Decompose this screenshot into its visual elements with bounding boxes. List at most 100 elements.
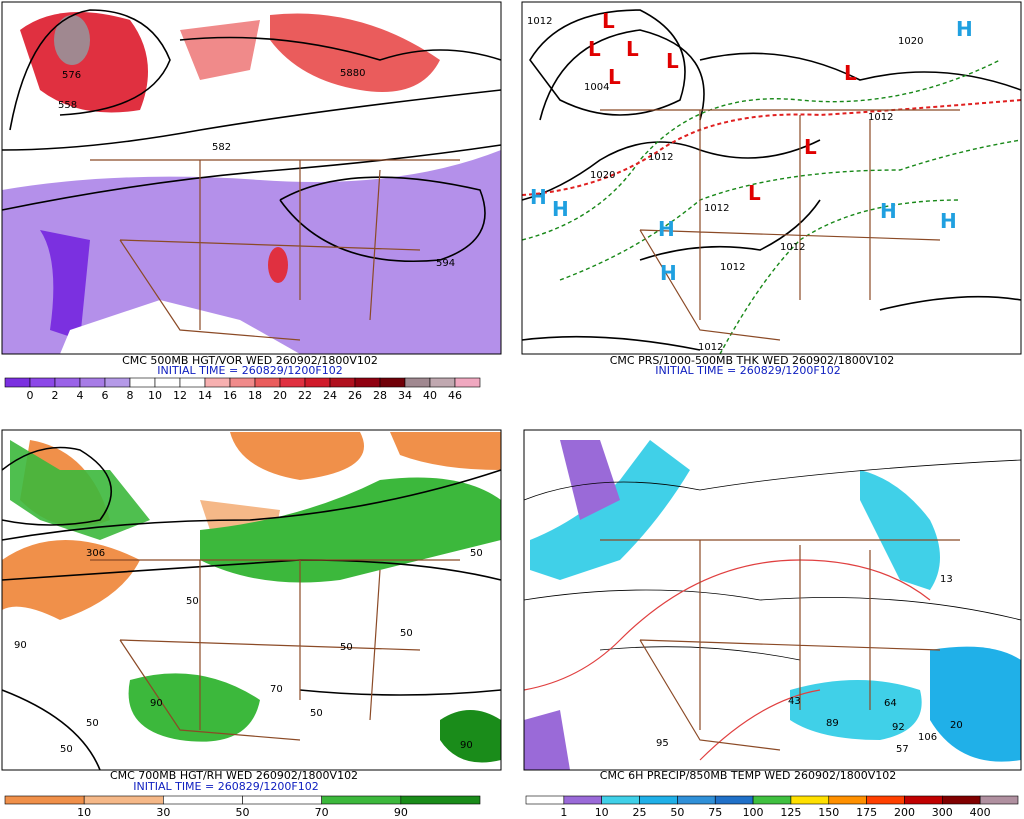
high-center: H xyxy=(658,217,675,241)
precip-fill xyxy=(530,440,690,580)
colorbar-swatch xyxy=(677,795,716,805)
colorbar-label: 150 xyxy=(818,806,839,819)
colorbar-label: 90 xyxy=(394,806,408,819)
colorbar-label: 40 xyxy=(423,389,437,402)
colorbar-label: 125 xyxy=(780,806,801,819)
vorticity-fill xyxy=(2,150,501,354)
contour-label: 1020 xyxy=(898,36,923,47)
state-borders xyxy=(600,109,960,341)
height-contour xyxy=(279,176,486,263)
contour-label: 50 xyxy=(60,744,73,755)
initial-time: INITIAL TIME = 260829/1200F102 xyxy=(157,364,342,377)
colorbar-swatch xyxy=(379,377,406,388)
colorbar-label: 8 xyxy=(127,389,134,402)
colorbar-swatch xyxy=(866,795,905,805)
colorbar-swatch xyxy=(242,795,322,805)
map-frame xyxy=(1,429,502,771)
colorbar-label: 25 xyxy=(633,806,647,819)
colorbar-swatch xyxy=(104,377,131,388)
high-center: H xyxy=(956,17,973,41)
colorbar-label: 6 xyxy=(102,389,109,402)
map-frame xyxy=(521,1,1022,355)
high-center: H xyxy=(880,199,897,223)
isobar xyxy=(521,139,821,201)
contour-label: 1012 xyxy=(527,16,552,27)
colorbar-label: 22 xyxy=(298,389,312,402)
colorbar-swatch xyxy=(83,795,164,805)
panel-title: CMC 500MB HGT/VOR WED 260902/1800V102 xyxy=(122,354,378,367)
colorbar-label: 30 xyxy=(156,806,170,819)
colorbar-label: 24 xyxy=(323,389,337,402)
low-center: L xyxy=(804,135,817,159)
high-center: H xyxy=(660,261,677,285)
contour-label: 1004 xyxy=(584,82,609,93)
colorbar-label: 50 xyxy=(236,806,250,819)
isobar xyxy=(521,295,1022,351)
colorbar-swatch xyxy=(329,377,356,388)
low-center: L xyxy=(602,9,615,33)
contour-label: 89 xyxy=(826,718,839,729)
initial-time: INITIAL TIME = 260829/1200F102 xyxy=(133,780,318,793)
colorbar-label: 1 xyxy=(560,806,567,819)
initial-time: INITIAL TIME = 260829/1200F102 xyxy=(655,364,840,377)
colorbar-swatch xyxy=(29,377,56,388)
colorbar-label: 10 xyxy=(77,806,91,819)
colorbar-label: 10 xyxy=(148,389,162,402)
map-frame xyxy=(1,1,502,355)
contour-label: 594 xyxy=(436,258,455,269)
contour-label: 70 xyxy=(270,684,283,695)
colorbar-swatch xyxy=(429,377,456,388)
colorbar-label: 175 xyxy=(856,806,877,819)
contour-label: 50 xyxy=(470,548,483,559)
map-frame xyxy=(523,429,1022,771)
colorbar-swatch xyxy=(639,795,678,805)
height-contour xyxy=(1,446,112,526)
vorticity-fill xyxy=(54,15,90,65)
isobar xyxy=(539,29,705,121)
colorbar-label: 26 xyxy=(348,389,362,402)
vorticity-fill xyxy=(60,300,300,354)
contour-label: 5880 xyxy=(340,68,365,79)
colorbar-swatch xyxy=(979,795,1019,805)
high-center: H xyxy=(940,209,957,233)
high-center: H xyxy=(552,197,569,221)
contour-label: 1012 xyxy=(704,203,729,214)
precip-fill xyxy=(790,680,922,740)
low-center: L xyxy=(626,37,639,61)
contour-label: 1012 xyxy=(868,112,893,123)
contour-label: 1020 xyxy=(590,170,615,181)
colorbar-label: 14 xyxy=(198,389,212,402)
contour-label: 50 xyxy=(86,718,99,729)
colorbar-swatch xyxy=(279,377,306,388)
colorbar-swatch xyxy=(354,377,381,388)
colorbar-swatch xyxy=(129,377,156,388)
colorbar-swatch xyxy=(904,795,943,805)
colorbar-swatch xyxy=(752,795,792,805)
high-center: H xyxy=(530,185,547,209)
colorbar-label: 12 xyxy=(173,389,187,402)
thickness-line xyxy=(521,59,1001,241)
colorbar-label: 70 xyxy=(315,806,329,819)
temp-0c xyxy=(523,559,931,761)
colorbar-swatch xyxy=(400,795,481,805)
colorbar-label: 100 xyxy=(743,806,764,819)
colorbar-swatch xyxy=(601,795,640,805)
colorbar-swatch xyxy=(828,795,867,805)
contour-label: 558 xyxy=(58,100,77,111)
contour-label: 50 xyxy=(400,628,413,639)
height-contour xyxy=(179,36,502,61)
contour-label: 90 xyxy=(150,698,163,709)
contour-label: 90 xyxy=(14,640,27,651)
rh-fill xyxy=(390,432,501,470)
contour-label: 64 xyxy=(884,698,897,709)
panel-title: CMC PRS/1000-500MB THK WED 260902/1800V1… xyxy=(610,354,895,367)
colorbar-swatch xyxy=(163,795,243,805)
colorbar-swatch xyxy=(714,795,754,805)
isobar xyxy=(529,9,686,116)
state-borders xyxy=(90,559,460,741)
panel-title: CMC 700MB HGT/RH WED 260902/1800V102 xyxy=(110,769,358,782)
precip-fill xyxy=(860,470,940,590)
vorticity-fill xyxy=(20,12,148,113)
rh-fill xyxy=(440,710,501,763)
contour-label: 1012 xyxy=(780,242,805,253)
